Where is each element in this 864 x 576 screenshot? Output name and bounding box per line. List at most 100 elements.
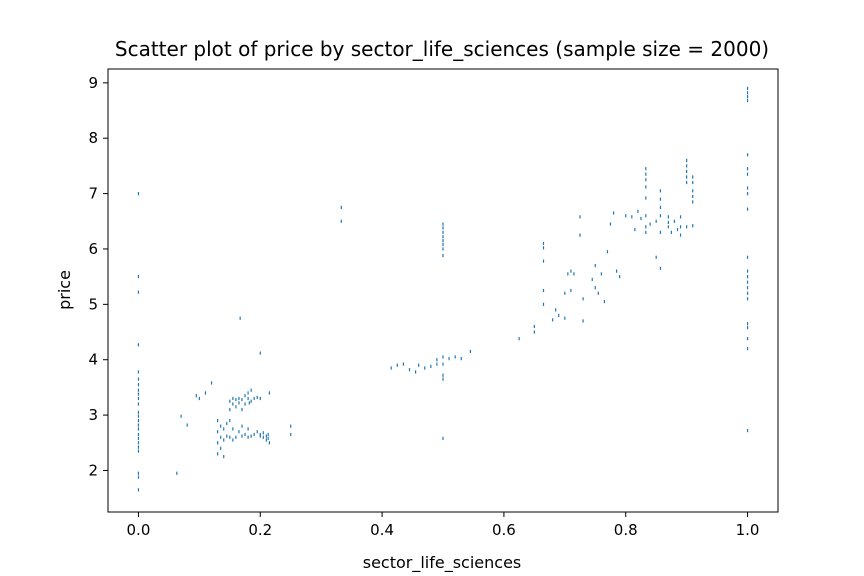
data-point: [634, 227, 636, 232]
data-point: [645, 172, 647, 176]
data-point: [259, 434, 261, 438]
data-point: [619, 275, 621, 279]
data-point: [746, 255, 749, 259]
data-point: [442, 436, 444, 440]
data-point: [606, 250, 609, 254]
data-point: [223, 427, 225, 431]
data-point: [137, 475, 140, 479]
data-point: [137, 471, 140, 475]
data-point: [676, 227, 679, 232]
x-axis: 0.0 0.2 0.4 0.6 0.8 1.0: [127, 512, 759, 539]
data-point: [692, 175, 694, 179]
data-point: [241, 424, 243, 428]
data-point: [442, 355, 444, 359]
data-point: [659, 266, 662, 270]
data-point: [229, 399, 231, 403]
data-point: [686, 175, 688, 179]
data-point: [655, 219, 657, 223]
data-point: [542, 241, 545, 246]
data-point: [746, 275, 749, 279]
data-point: [746, 326, 749, 330]
data-point: [667, 215, 669, 219]
data-point: [186, 423, 188, 427]
data-point: [442, 230, 444, 234]
data-point: [259, 432, 261, 437]
data-point: [217, 419, 219, 423]
data-point: [244, 402, 246, 406]
data-point: [746, 91, 749, 95]
data-point: [137, 488, 140, 492]
data-point: [217, 452, 219, 456]
data-point: [262, 435, 264, 439]
data-point: [746, 186, 749, 190]
data-point: [137, 419, 140, 423]
data-point: [555, 308, 557, 312]
data-point: [241, 397, 243, 402]
data-point: [746, 95, 749, 99]
data-point: [430, 364, 432, 368]
data-point: [390, 366, 392, 370]
data-point: [667, 225, 669, 229]
data-point: [137, 388, 140, 392]
data-point: [268, 391, 271, 395]
data-point: [259, 396, 261, 401]
data-point: [137, 410, 140, 414]
data-point: [229, 407, 231, 412]
x-tick-label: 0.0: [127, 521, 151, 539]
data-point: [746, 191, 749, 196]
data-point: [645, 167, 647, 171]
data-point: [256, 430, 258, 434]
data-point: [746, 269, 749, 273]
data-point: [518, 337, 520, 341]
data-point: [746, 86, 749, 90]
data-point: [631, 215, 633, 219]
data-point: [542, 259, 545, 263]
data-point: [235, 435, 237, 439]
data-point: [220, 435, 222, 439]
data-point: [442, 226, 444, 230]
data-point: [686, 158, 688, 162]
data-point: [241, 407, 243, 412]
x-tick-label: 0.2: [248, 521, 272, 539]
data-point: [746, 297, 749, 301]
data-point: [226, 421, 228, 425]
data-point: [573, 272, 575, 276]
data-point: [570, 288, 572, 293]
data-point: [247, 391, 249, 395]
data-point: [567, 272, 569, 276]
data-point: [414, 370, 417, 374]
data-point: [679, 225, 682, 229]
data-point: [659, 214, 662, 218]
y-tick-label: 2: [88, 461, 98, 479]
data-point: [609, 222, 612, 226]
data-point: [250, 388, 252, 392]
data-point: [597, 291, 599, 295]
data-point: [746, 280, 749, 284]
data-point: [247, 435, 249, 439]
y-axis-label: price: [55, 270, 74, 310]
data-point: [232, 402, 234, 406]
data-point: [204, 391, 207, 395]
chart-title: Scatter plot of price by sector_life_sci…: [115, 37, 769, 61]
data-point: [229, 419, 231, 423]
data-point: [137, 414, 140, 418]
data-point: [579, 233, 581, 237]
data-point: [448, 357, 450, 361]
data-point: [247, 396, 249, 401]
data-point: [250, 399, 252, 403]
data-point: [746, 347, 749, 351]
data-point: [238, 396, 240, 401]
data-point: [232, 427, 234, 431]
y-tick-label: 8: [88, 129, 98, 147]
y-tick-label: 5: [88, 295, 98, 313]
data-point: [396, 363, 398, 367]
data-point: [686, 225, 688, 229]
data-point: [686, 169, 688, 174]
data-point: [692, 194, 694, 198]
data-point: [673, 219, 676, 223]
data-point: [226, 434, 228, 438]
data-point: [637, 209, 639, 213]
data-point: [256, 395, 258, 399]
data-point: [235, 397, 237, 402]
